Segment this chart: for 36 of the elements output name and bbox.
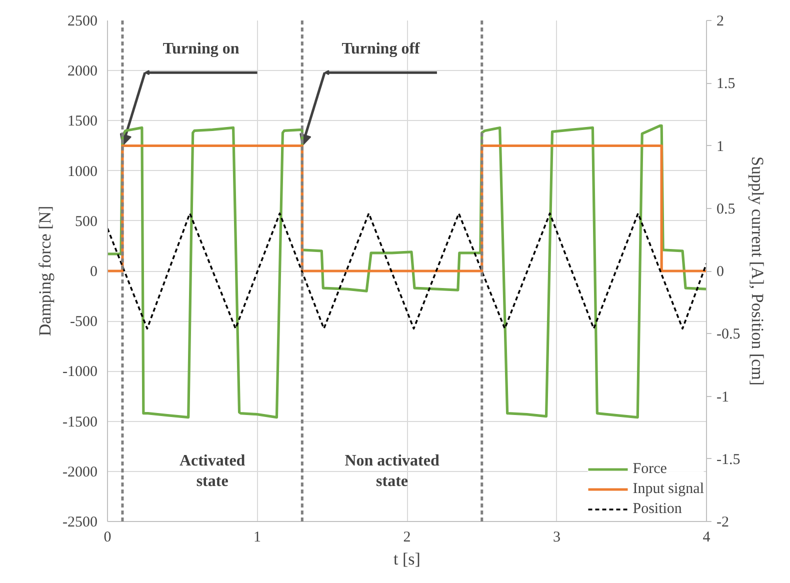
x-tick-label: 0 <box>104 530 112 546</box>
annotation: Turning off <box>342 40 421 58</box>
y-tick-label: 1000 <box>68 164 98 180</box>
annotation: Activated state <box>179 452 246 490</box>
line-series <box>108 212 706 330</box>
y-tick-label: 500 <box>75 214 98 230</box>
y2-tick-label: 0.5 <box>716 201 736 218</box>
y-tick-label: 2500 <box>68 14 98 30</box>
y-tick-label: -2000 <box>62 464 98 480</box>
y-axis-title: Damping force [N] <box>36 206 55 336</box>
annotation: Non activated state <box>344 452 440 490</box>
y2-tick-label: -1 <box>716 389 729 406</box>
y-tick-label: 0 <box>90 264 98 280</box>
y2-tick-label: -1.5 <box>716 452 740 468</box>
legend-label: Position <box>632 500 682 518</box>
y2-axis-title: Supply current [A], Position [cm] <box>748 156 768 386</box>
y-tick-label: -1500 <box>62 414 98 430</box>
legend-label: Force <box>632 460 667 478</box>
y-tick-label: 1500 <box>68 114 98 130</box>
legend-label: Input signal <box>632 480 704 498</box>
x-tick-label: 4 <box>702 530 711 546</box>
y2-tick-label: -0.5 <box>716 326 740 343</box>
x-tick-label: 2 <box>403 530 411 546</box>
annotation: Turning on <box>162 40 240 58</box>
y-tick-label: -500 <box>70 314 98 330</box>
x-tick-label: 1 <box>254 530 261 546</box>
y-tick-label: -1000 <box>62 364 98 380</box>
y2-tick-label: 2 <box>716 14 724 30</box>
y-tick-label: -2500 <box>62 514 98 530</box>
y2-tick-label: -2 <box>716 514 729 530</box>
x-tick-label: 3 <box>553 530 560 546</box>
y2-tick-label: 0 <box>716 264 724 280</box>
y2-tick-label: 1.5 <box>716 76 736 92</box>
y2-tick-label: 1 <box>716 138 724 155</box>
x-axis-title: t [s] <box>394 550 420 568</box>
y-tick-label: 2000 <box>68 64 98 80</box>
